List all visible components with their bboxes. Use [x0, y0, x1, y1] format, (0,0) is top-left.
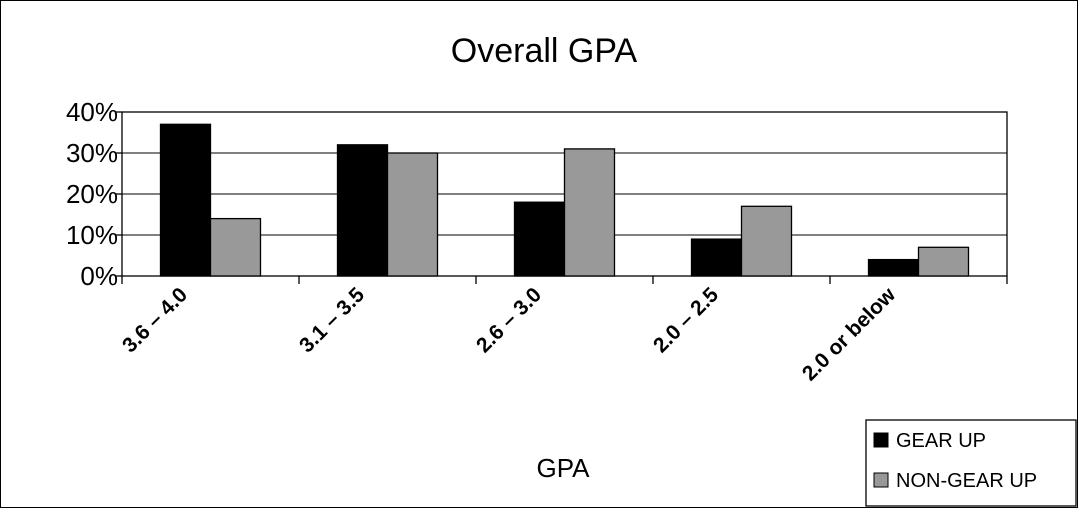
bar-non-gear-up	[209, 217, 262, 277]
bar-gear-up	[513, 201, 566, 277]
x-axis-label: GPA	[537, 453, 591, 483]
bar-gear-up	[159, 123, 212, 277]
bar-non-gear-up	[917, 246, 970, 277]
x-category-label: 3.1 – 3.5	[295, 283, 369, 357]
bar-non-gear-up	[740, 205, 793, 277]
x-category-label: 2.6 – 3.0	[472, 283, 546, 357]
y-tick-label: 10%	[66, 220, 118, 250]
bar-non-gear-up	[386, 152, 439, 277]
x-category-label: 3.6 – 4.0	[118, 283, 192, 357]
x-axis: 3.6 – 4.0 3.1 – 3.5 2.6 – 3.0 2.0 – 2.5 2.0 …	[118, 276, 1008, 386]
y-tick-label: 40%	[66, 97, 118, 127]
legend-swatch	[873, 432, 889, 448]
bars	[159, 123, 970, 277]
legend-label: NON-GEAR UP	[896, 470, 1037, 492]
x-category-label: 2.0 – 2.5	[649, 283, 723, 357]
y-axis: 0% 10% 20% 30% 40%	[66, 97, 122, 291]
legend-box	[865, 419, 1077, 507]
legend: GEAR UP NON-GEAR UP	[865, 419, 1077, 507]
bar-non-gear-up	[563, 148, 616, 277]
legend-swatch	[873, 472, 889, 488]
chart-title: Overall GPA	[451, 32, 638, 70]
y-tick-label: 0%	[80, 261, 118, 291]
y-tick-label: 20%	[66, 179, 118, 209]
bar-gear-up	[336, 144, 389, 277]
y-tick-label: 30%	[66, 138, 118, 168]
x-category-label: 2.0 or below	[798, 283, 901, 386]
bar-gear-up	[690, 238, 743, 277]
bar-gear-up	[867, 258, 920, 277]
legend-label: GEAR UP	[896, 430, 986, 452]
